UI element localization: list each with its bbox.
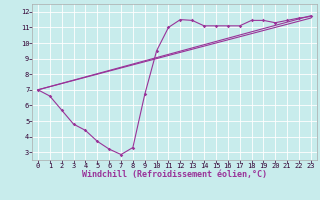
X-axis label: Windchill (Refroidissement éolien,°C): Windchill (Refroidissement éolien,°C): [82, 170, 267, 179]
